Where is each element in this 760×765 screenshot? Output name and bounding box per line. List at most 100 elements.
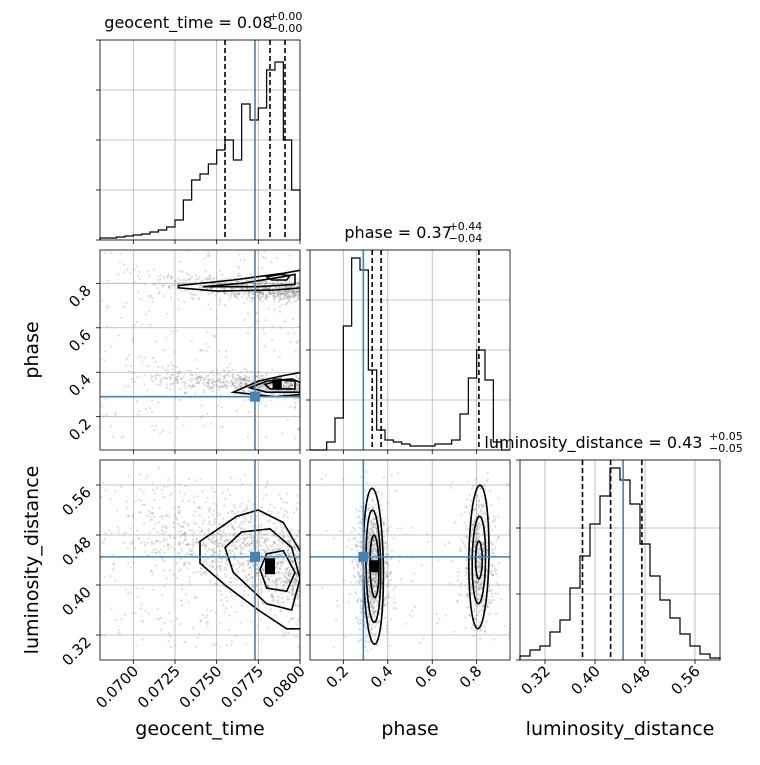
scatter-point (155, 552, 158, 555)
scatter-point (234, 635, 237, 638)
scatter-point (209, 378, 212, 382)
scatter-point (256, 371, 259, 374)
xaxis-label-phase: phase (381, 718, 438, 740)
scatter-point (127, 562, 130, 565)
scatter-point (159, 278, 162, 281)
scatter-point (134, 281, 137, 284)
scatter-point (226, 564, 229, 567)
scatter-point (282, 297, 285, 300)
scatter-point (262, 497, 265, 500)
scatter-point (210, 559, 214, 562)
scatter-point (372, 578, 375, 581)
scatter-point (229, 295, 233, 298)
scatter-point (477, 581, 480, 585)
scatter-point (201, 283, 204, 287)
scatter-point (478, 547, 481, 551)
scatter-point (259, 548, 262, 551)
scatter-point (296, 388, 300, 392)
scatter-point (263, 549, 267, 553)
scatter-point (380, 582, 384, 585)
scatter-point (216, 385, 220, 388)
scatter-point (244, 380, 247, 383)
scatter-point (278, 545, 282, 549)
title-sub-phase: −0.04 (449, 232, 483, 245)
scatter-point (174, 279, 177, 283)
scatter-point (242, 509, 245, 512)
scatter-point (392, 588, 395, 591)
scatter-point (476, 551, 480, 554)
scatter-point (476, 533, 480, 536)
scatter-point (480, 586, 483, 589)
scatter-point (374, 589, 377, 593)
scatter-point (275, 580, 278, 583)
scatter-point (486, 471, 489, 474)
scatter-point (195, 278, 198, 281)
scatter-point (133, 380, 136, 384)
scatter-point (268, 580, 272, 583)
scatter-point (139, 488, 142, 491)
scatter-point (249, 565, 252, 569)
scatter-point (464, 544, 467, 547)
scatter-point (181, 587, 184, 591)
scatter-point (288, 254, 292, 257)
scatter-point (200, 530, 204, 533)
scatter-point (481, 608, 484, 612)
scatter-point (209, 308, 212, 311)
scatter-point (474, 586, 477, 589)
scatter-point (183, 492, 186, 496)
scatter-point (229, 493, 232, 497)
scatter-point (249, 297, 252, 300)
scatter-point (213, 335, 217, 338)
scatter-point (248, 379, 251, 382)
scatter-point (270, 382, 273, 386)
scatter-point (201, 544, 204, 547)
scatter-point (464, 616, 467, 619)
scatter-point (287, 386, 290, 389)
scatter-point (291, 289, 294, 293)
scatter-point (291, 291, 295, 294)
scatter-point (260, 537, 264, 540)
scatter-point (297, 388, 300, 391)
scatter-point (295, 281, 299, 285)
scatter-point (233, 504, 236, 507)
scatter-point (232, 292, 235, 295)
scatter-point (220, 406, 224, 409)
scatter-point (170, 646, 173, 649)
scatter-point (283, 575, 286, 578)
scatter-point (272, 581, 275, 584)
scatter-point (183, 521, 186, 524)
scatter-point (294, 294, 298, 297)
scatter-point (260, 296, 263, 299)
scatter-point (126, 514, 129, 518)
scatter-point (256, 538, 259, 542)
scatter-point (282, 587, 285, 590)
scatter-point (201, 376, 204, 379)
scatter-point (211, 540, 214, 544)
scatter-point (122, 435, 125, 438)
scatter-point (265, 280, 268, 284)
scatter-point (191, 543, 194, 546)
scatter-point (247, 294, 250, 297)
scatter-point (176, 381, 179, 384)
scatter-point (475, 484, 478, 487)
scatter-point (285, 382, 288, 385)
scatter-point (372, 610, 375, 613)
scatter-point (203, 383, 206, 386)
scatter-point (479, 582, 483, 585)
scatter-point (209, 276, 212, 279)
scatter-point (270, 393, 274, 396)
scatter-point (249, 532, 252, 536)
scatter-point (283, 535, 286, 538)
scatter-point (138, 511, 141, 514)
scatter-point (199, 416, 202, 419)
scatter-point (259, 376, 262, 380)
scatter-point (392, 606, 395, 610)
scatter-point (261, 567, 264, 571)
scatter-point (122, 305, 125, 308)
scatter-point (154, 283, 157, 286)
scatter-point (240, 385, 243, 388)
scatter-point (290, 294, 293, 297)
scatter-point (173, 284, 176, 287)
scatter-point (138, 409, 141, 413)
scatter-point (166, 377, 169, 380)
